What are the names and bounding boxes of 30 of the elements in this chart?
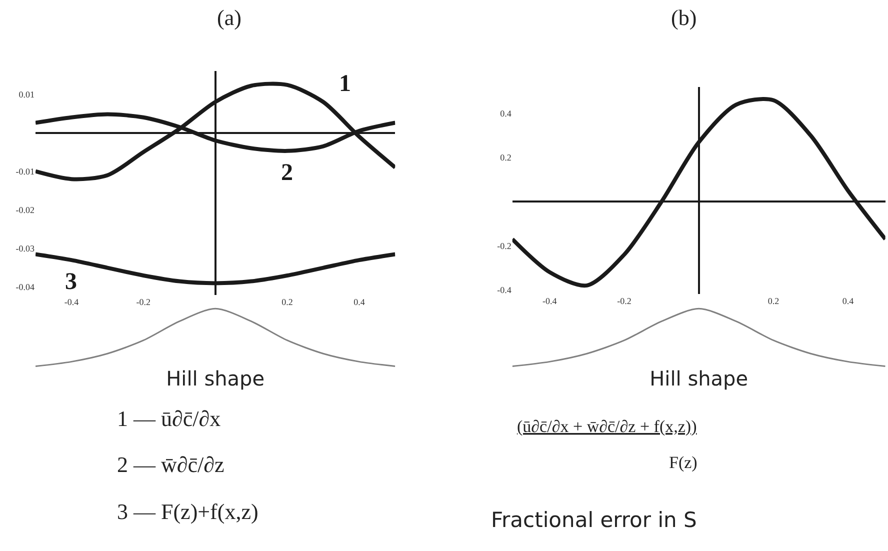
y-tick-label: -0.2: [497, 240, 512, 251]
series-label: 3: [65, 269, 77, 295]
text: 1 — ū∂c̄/∂x: [117, 406, 221, 431]
y-tick-label: -0.03: [16, 244, 36, 254]
text: 2 — w̄∂c̄/∂z: [117, 452, 225, 477]
text: F(z): [669, 453, 698, 472]
y-tick-label: 0.01: [18, 89, 35, 100]
x-tick-label: 0.4: [354, 296, 366, 307]
y-tick-label: -0.01: [16, 166, 35, 177]
y-tick-label: 0.4: [500, 108, 512, 119]
x-tick-label: -0.2: [617, 296, 632, 306]
chart-title: (a): [217, 5, 242, 30]
y-tick-label: -0.02: [16, 205, 35, 216]
y-tick-label: -0.4: [497, 284, 512, 295]
text: 3 — F(z)+f(x,z): [117, 499, 258, 524]
chart-title: (b): [671, 5, 697, 30]
text: Fractional error in S: [491, 508, 697, 532]
x-tick-label: -0.4: [542, 296, 558, 306]
x-axis-title: Hill shape: [650, 366, 748, 391]
x-tick-label: 0.2: [282, 296, 293, 307]
x-tick-label: 0.2: [768, 296, 780, 306]
x-tick-label: 0.4: [842, 296, 854, 306]
x-tick-label: -0.4: [64, 296, 80, 307]
x-axis-title: Hill shape: [166, 366, 265, 391]
x-tick-label: -0.2: [136, 296, 151, 307]
text: (ū∂c̄/∂x + w̄∂c̄/∂z + f(x,z)): [517, 417, 697, 436]
y-tick-label: -0.04: [16, 282, 36, 292]
series-label: 2: [281, 160, 293, 186]
series-label: 1: [339, 71, 351, 97]
y-tick-label: 0.2: [500, 152, 512, 163]
